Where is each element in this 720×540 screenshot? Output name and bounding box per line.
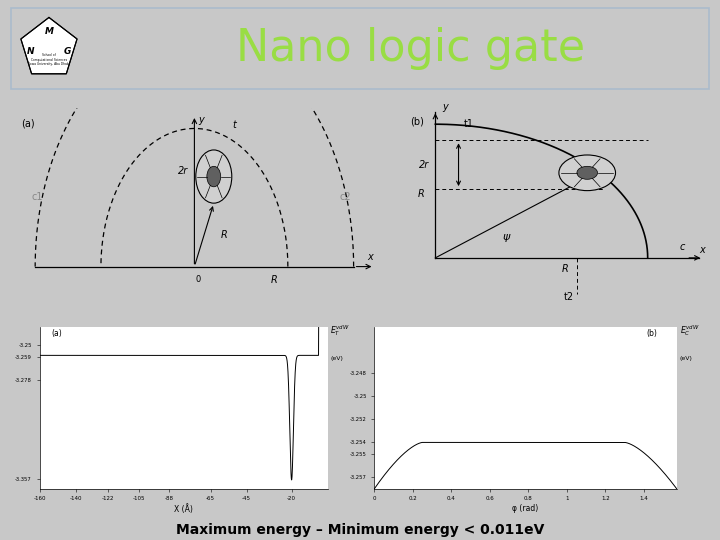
Text: G: G: [64, 47, 71, 56]
Text: $E_T^{vdW}$: $E_T^{vdW}$: [330, 323, 350, 339]
Bar: [11, 8, 709, 90]
Circle shape: [207, 166, 221, 187]
Text: (a): (a): [51, 329, 62, 339]
Text: M: M: [45, 27, 53, 36]
Text: x: x: [367, 253, 373, 262]
Text: (b): (b): [410, 116, 423, 126]
Circle shape: [559, 155, 616, 191]
Text: R: R: [221, 230, 228, 240]
Text: ψ: ψ: [503, 232, 510, 242]
Text: (eV): (eV): [680, 356, 693, 361]
Polygon shape: [21, 17, 77, 74]
Text: 0: 0: [195, 275, 200, 284]
Text: $E_C^{vdW}$: $E_C^{vdW}$: [680, 323, 699, 339]
Text: x: x: [699, 245, 705, 255]
Text: R: R: [271, 275, 277, 285]
X-axis label: φ (rad): φ (rad): [513, 504, 539, 513]
Text: R: R: [562, 265, 568, 274]
Text: Maximum energy – Minimum energy < 0.011eV: Maximum energy – Minimum energy < 0.011e…: [176, 523, 544, 537]
Text: t: t: [233, 120, 236, 131]
Text: y: y: [442, 103, 448, 112]
Text: (b): (b): [647, 329, 657, 339]
Text: 2r: 2r: [419, 160, 429, 170]
Text: 2r: 2r: [178, 166, 188, 177]
Circle shape: [577, 166, 598, 179]
Text: t2: t2: [564, 292, 574, 302]
Text: (eV): (eV): [330, 356, 343, 361]
Text: (a): (a): [22, 118, 35, 128]
Text: c2: c2: [340, 192, 351, 202]
Text: y: y: [199, 115, 204, 125]
Text: t1: t1: [464, 119, 474, 129]
Circle shape: [196, 150, 232, 203]
Text: Nano logic gate: Nano logic gate: [236, 27, 585, 70]
Text: School of
Computational Sciences
Iowa University, Abu Dhabi: School of Computational Sciences Iowa Un…: [29, 53, 69, 66]
Text: c: c: [680, 242, 685, 252]
Text: N: N: [27, 47, 34, 56]
X-axis label: X (Å): X (Å): [174, 504, 193, 514]
Text: R: R: [418, 189, 424, 199]
Text: c1: c1: [32, 192, 43, 202]
